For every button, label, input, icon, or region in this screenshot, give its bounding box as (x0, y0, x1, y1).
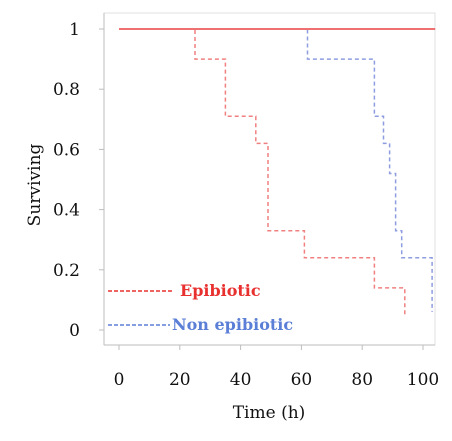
series-lines (119, 28, 436, 315)
legend-label: Non epibiotic (172, 315, 293, 334)
legend: Epibiotic Non epibiotic (108, 281, 293, 334)
legend-label: Epibiotic (180, 281, 261, 300)
x-tick-label: 40 (230, 370, 252, 390)
x-axis-label: Time (h) (233, 403, 306, 423)
plot-area-frame (103, 12, 436, 346)
y-tick-label: 0.4 (53, 201, 80, 221)
y-tick-label: 1 (69, 20, 80, 40)
y-tick-label: 0 (69, 321, 80, 341)
x-tick-label: 20 (169, 370, 191, 390)
x-tick-label: 60 (291, 370, 313, 390)
series-line-epibiotic (119, 28, 406, 315)
y-tick-label: 0.6 (53, 140, 80, 160)
x-axis-ticks: 0 20 40 60 80 100 (114, 345, 439, 390)
y-tick-label: 0.2 (53, 261, 80, 281)
x-tick-label: 100 (407, 370, 439, 390)
x-tick-label: 0 (114, 370, 125, 390)
series-line-non-epibiotic (119, 28, 433, 312)
x-tick-label: 80 (351, 370, 373, 390)
y-axis-label: Surviving (25, 144, 45, 227)
y-axis-ticks: 0 0.2 0.4 0.6 0.8 1 (53, 20, 104, 341)
y-tick-label: 0.8 (53, 80, 80, 100)
